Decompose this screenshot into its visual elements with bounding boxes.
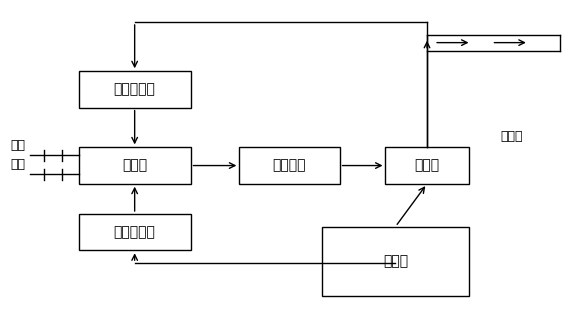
- Text: 电器控制: 电器控制: [272, 158, 306, 172]
- Bar: [79, 214, 191, 251]
- Text: 水位传感器: 水位传感器: [113, 225, 156, 239]
- Bar: [323, 227, 468, 296]
- Bar: [385, 147, 468, 184]
- Bar: [79, 71, 191, 108]
- Bar: [239, 147, 340, 184]
- Text: 流量: 流量: [10, 158, 25, 171]
- Text: 水泵组: 水泵组: [415, 158, 439, 172]
- Text: 出水口: 出水口: [500, 130, 522, 143]
- Text: 蓄水池: 蓄水池: [383, 254, 408, 268]
- Text: 压力: 压力: [10, 139, 25, 152]
- Bar: [79, 147, 191, 184]
- Text: 压力传感器: 压力传感器: [113, 83, 156, 96]
- Text: 变频器: 变频器: [122, 158, 147, 172]
